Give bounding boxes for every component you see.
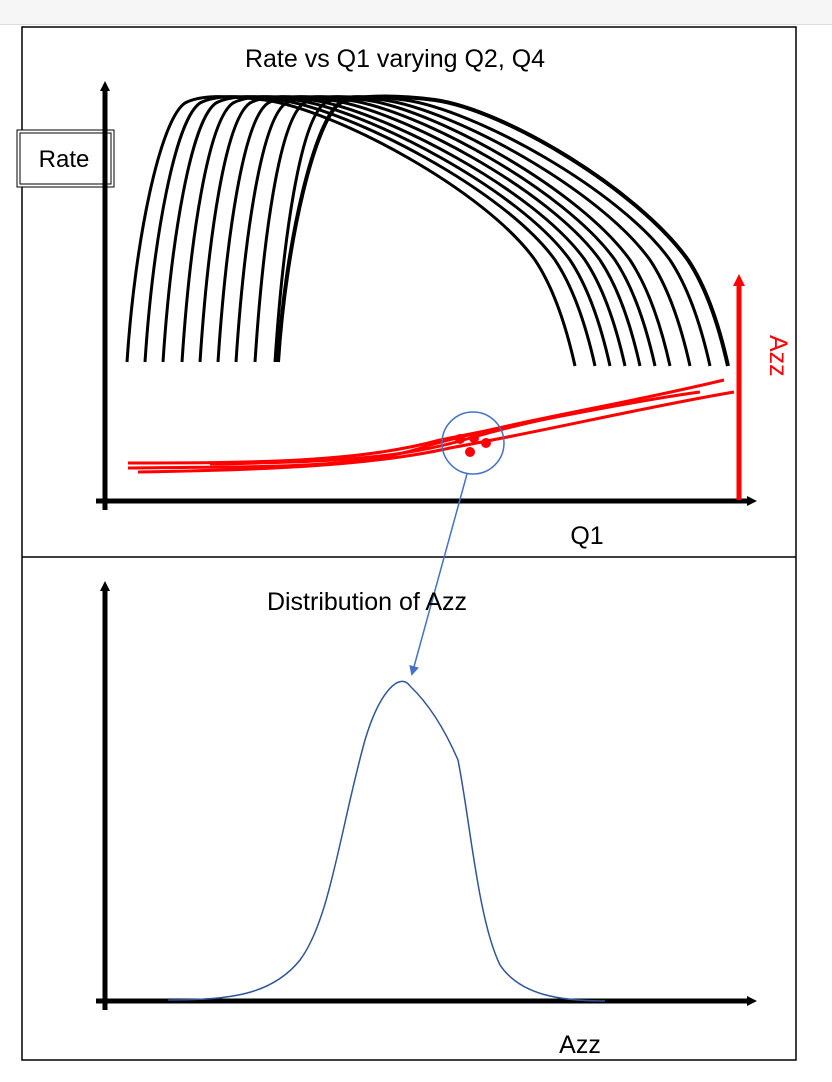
window-top-bar bbox=[0, 0, 832, 25]
sample-dot-3 bbox=[481, 438, 491, 448]
top-panel-title: Rate vs Q1 varying Q2, Q4 bbox=[245, 45, 545, 73]
sample-dot-2 bbox=[469, 433, 479, 443]
sample-dot-1 bbox=[455, 434, 465, 444]
distribution-x-axis-label: Azz bbox=[559, 1031, 601, 1059]
bottom-panel-title: Distribution of Azz bbox=[267, 588, 467, 616]
y-axis-label: Rate bbox=[39, 146, 90, 173]
rate-curve-7 bbox=[234, 95, 672, 367]
callout-circle bbox=[441, 411, 505, 475]
bottom-panel: Distribution of Azz Azz bbox=[96, 581, 757, 1059]
outer-frame bbox=[21, 26, 797, 1061]
azz-curves bbox=[127, 378, 735, 474]
rate-curve-4 bbox=[180, 95, 627, 367]
rate-curves bbox=[125, 94, 730, 367]
rate-curve-5 bbox=[198, 95, 642, 367]
callout-arrow bbox=[409, 473, 468, 676]
y-axis-label-box bbox=[16, 129, 115, 188]
x-axis-label: Q1 bbox=[570, 522, 603, 550]
rate-curve-9 bbox=[273, 95, 712, 367]
azz-curve-1 bbox=[127, 378, 725, 470]
azz-axis-label: Azz bbox=[764, 335, 792, 377]
azz-curve-3 bbox=[137, 390, 735, 474]
rate-curve-2 bbox=[143, 95, 597, 367]
rate-curve-10 bbox=[276, 94, 730, 367]
sample-dot-4 bbox=[465, 447, 475, 457]
rate-curve-6 bbox=[216, 95, 657, 367]
distribution-curve bbox=[167, 680, 606, 1002]
top-panel: Rate vs Q1 varying Q2, Q4 Rate Q1 Azz bbox=[16, 45, 792, 550]
rate-curve-8 bbox=[253, 95, 692, 367]
rate-curve-3 bbox=[161, 95, 612, 367]
y-axis-label-box-inner bbox=[19, 132, 112, 185]
